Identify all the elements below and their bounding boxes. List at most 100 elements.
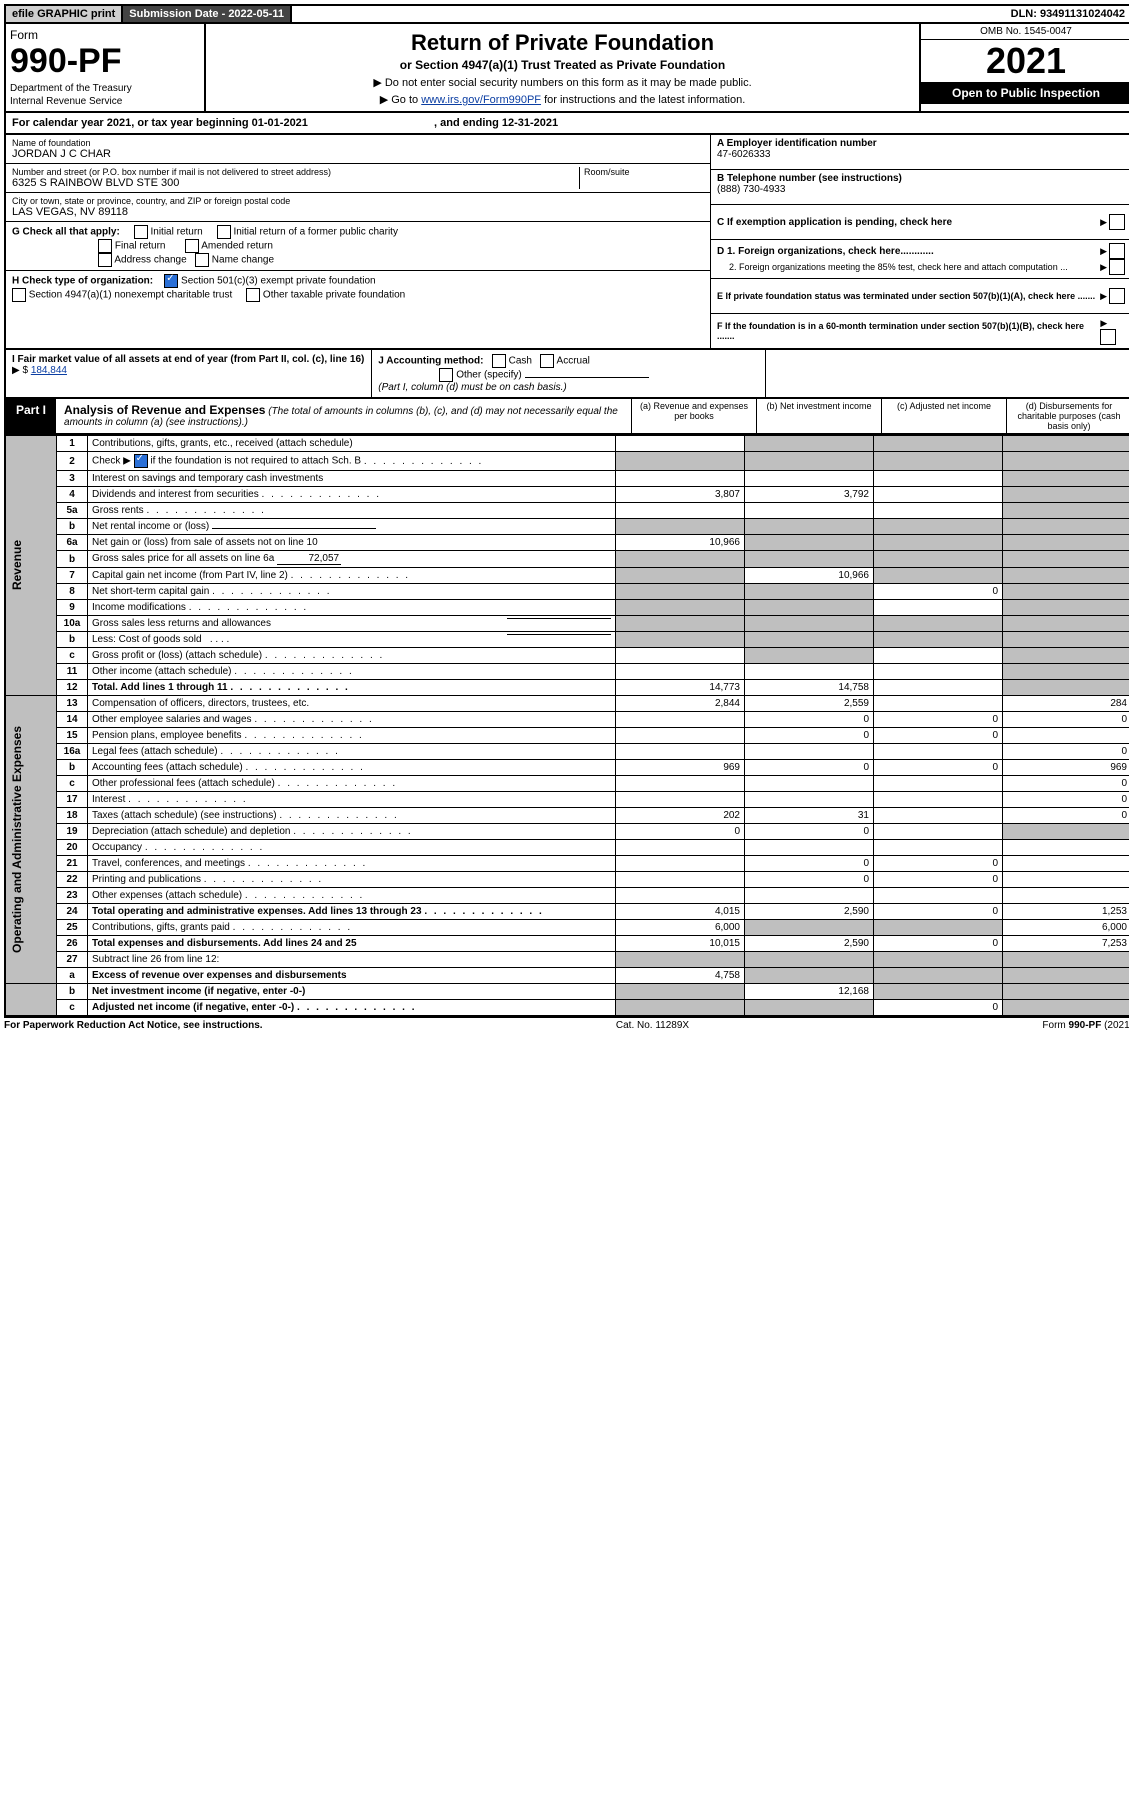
addr-value: 6325 S RAINBOW BLVD STE 300 xyxy=(12,177,579,189)
open-inspection: Open to Public Inspection xyxy=(921,82,1129,104)
row-3: 3Interest on savings and temporary cash … xyxy=(5,471,1129,487)
part1-table: Revenue 1Contributions, gifts, grants, e… xyxy=(4,435,1129,1017)
row-27: 27Subtract line 26 from line 12: xyxy=(5,952,1129,968)
part1-title: Analysis of Revenue and Expenses xyxy=(64,403,265,417)
g-initial: Initial return xyxy=(151,227,203,238)
row-6a: 6aNet gain or (loss) from sale of assets… xyxy=(5,535,1129,551)
line-c: C If exemption application is pending, c… xyxy=(711,205,1129,240)
header-left: Form 990-PF Department of the Treasury I… xyxy=(6,24,206,111)
instr-post: for instructions and the latest informat… xyxy=(544,94,745,106)
row-16a: 16aLegal fees (attach schedule) 0 xyxy=(5,744,1129,760)
form-subtitle: or Section 4947(a)(1) Trust Treated as P… xyxy=(214,58,911,72)
col-c-hdr: (c) Adjusted net income xyxy=(881,399,1006,433)
row-16b: bAccounting fees (attach schedule) 96900… xyxy=(5,760,1129,776)
row-27c: cAdjusted net income (if negative, enter… xyxy=(5,1000,1129,1017)
chk-addr-change[interactable] xyxy=(98,253,112,267)
name-label: Name of foundation xyxy=(12,138,704,148)
top-bar: efile GRAPHIC print Submission Date - 20… xyxy=(4,4,1129,24)
side-blank xyxy=(5,984,57,1017)
row-1: Revenue 1Contributions, gifts, grants, e… xyxy=(5,436,1129,452)
page-footer: For Paperwork Reduction Act Notice, see … xyxy=(4,1017,1129,1031)
chk-schb[interactable] xyxy=(134,454,148,468)
instr-ssn: ▶ Do not enter social security numbers o… xyxy=(214,76,911,89)
row-5b: bNet rental income or (loss) xyxy=(5,519,1129,535)
g-addr-change: Address change xyxy=(114,255,186,266)
chk-f[interactable] xyxy=(1100,329,1116,345)
row-2: 2 Check ▶ if the foundation is not requi… xyxy=(5,452,1129,471)
form-title: Return of Private Foundation xyxy=(214,30,911,56)
f-label: F If the foundation is in a 60-month ter… xyxy=(717,321,1100,341)
g-label: G Check all that apply: xyxy=(12,227,120,238)
form-word: Form xyxy=(10,28,200,42)
dln-label: DLN: 93491131024042 xyxy=(1005,6,1129,22)
chk-d1[interactable] xyxy=(1109,243,1125,259)
i-value[interactable]: 184,844 xyxy=(31,365,67,376)
row-26: 26Total expenses and disbursements. Add … xyxy=(5,936,1129,952)
row-17: 17Interest 0 xyxy=(5,792,1129,808)
city-label: City or town, state or province, country… xyxy=(12,196,704,206)
e-label: E If private foundation status was termi… xyxy=(717,291,1095,301)
chk-initial-former[interactable] xyxy=(217,225,231,239)
row-10a: 10aGross sales less returns and allowanc… xyxy=(5,616,1129,632)
row-6b: bGross sales price for all assets on lin… xyxy=(5,551,1129,568)
line-f-dup xyxy=(766,350,1129,397)
part1-tag: Part I xyxy=(6,399,56,433)
col-a-hdr: (a) Revenue and expenses per books xyxy=(631,399,756,433)
j-other: Other (specify) xyxy=(456,370,522,381)
j-accrual: Accrual xyxy=(557,356,590,367)
h-c3: Section 501(c)(3) exempt private foundat… xyxy=(181,276,376,287)
address-cell: Number and street (or P.O. box number if… xyxy=(6,164,710,193)
g-amended: Amended return xyxy=(201,241,273,252)
dept-treasury: Department of the Treasury xyxy=(10,83,200,94)
identity-left: Name of foundation JORDAN J C CHAR Numbe… xyxy=(6,135,710,348)
line-e: E If private foundation status was termi… xyxy=(711,279,1129,314)
ein-label: A Employer identification number xyxy=(717,138,1125,149)
irs-link[interactable]: www.irs.gov/Form990PF xyxy=(421,94,541,106)
line-d: D 1. Foreign organizations, check here..… xyxy=(711,240,1129,279)
line-f: F If the foundation is in a 60-month ter… xyxy=(711,314,1129,348)
chk-e[interactable] xyxy=(1109,288,1125,304)
i-label: I Fair market value of all assets at end… xyxy=(12,354,364,365)
line-j: J Accounting method: Cash Accrual Other … xyxy=(372,350,765,397)
topbar-spacer xyxy=(292,6,1005,22)
chk-amended[interactable] xyxy=(185,239,199,253)
phone-label: B Telephone number (see instructions) xyxy=(717,173,1125,184)
col-b-hdr: (b) Net investment income xyxy=(756,399,881,433)
row-19: 19Depreciation (attach schedule) and dep… xyxy=(5,824,1129,840)
chk-cash[interactable] xyxy=(492,354,506,368)
row-23: 23Other expenses (attach schedule) xyxy=(5,888,1129,904)
j-label: J Accounting method: xyxy=(378,356,483,367)
phone-cell: B Telephone number (see instructions) (8… xyxy=(711,170,1129,205)
chk-other-method[interactable] xyxy=(439,368,453,382)
row-8: 8Net short-term capital gain 0 xyxy=(5,584,1129,600)
chk-initial[interactable] xyxy=(134,225,148,239)
ij-block: I Fair market value of all assets at end… xyxy=(4,350,1129,399)
chk-4947a1[interactable] xyxy=(12,288,26,302)
header-right: OMB No. 1545-0047 2021 Open to Public In… xyxy=(919,24,1129,111)
foundation-name-cell: Name of foundation JORDAN J C CHAR xyxy=(6,135,710,164)
tax-year: 2021 xyxy=(921,40,1129,82)
room-label: Room/suite xyxy=(584,167,704,177)
row-11: 11Other income (attach schedule) xyxy=(5,664,1129,680)
part1-desc: Analysis of Revenue and Expenses (The to… xyxy=(56,399,631,433)
h-label: H Check type of organization: xyxy=(12,276,153,287)
identity-right: A Employer identification number 47-6026… xyxy=(710,135,1129,348)
addr-label: Number and street (or P.O. box number if… xyxy=(12,167,579,177)
row-25: 25Contributions, gifts, grants paid 6,00… xyxy=(5,920,1129,936)
chk-501c3[interactable] xyxy=(164,274,178,288)
chk-d2[interactable] xyxy=(1109,259,1125,275)
side-revenue: Revenue xyxy=(5,436,57,696)
chk-final[interactable] xyxy=(98,239,112,253)
chk-name-change[interactable] xyxy=(195,253,209,267)
identity-block: Name of foundation JORDAN J C CHAR Numbe… xyxy=(4,135,1129,350)
chk-other-taxable[interactable] xyxy=(246,288,260,302)
g-final: Final return xyxy=(115,241,166,252)
row-21: 21Travel, conferences, and meetings 00 xyxy=(5,856,1129,872)
chk-accrual[interactable] xyxy=(540,354,554,368)
footer-left: For Paperwork Reduction Act Notice, see … xyxy=(4,1020,263,1031)
line-i: I Fair market value of all assets at end… xyxy=(6,350,372,397)
form-header: Form 990-PF Department of the Treasury I… xyxy=(4,24,1129,113)
chk-c[interactable] xyxy=(1109,214,1125,230)
row-9: 9Income modifications xyxy=(5,600,1129,616)
g-initial-former: Initial return of a former public charit… xyxy=(233,227,398,238)
